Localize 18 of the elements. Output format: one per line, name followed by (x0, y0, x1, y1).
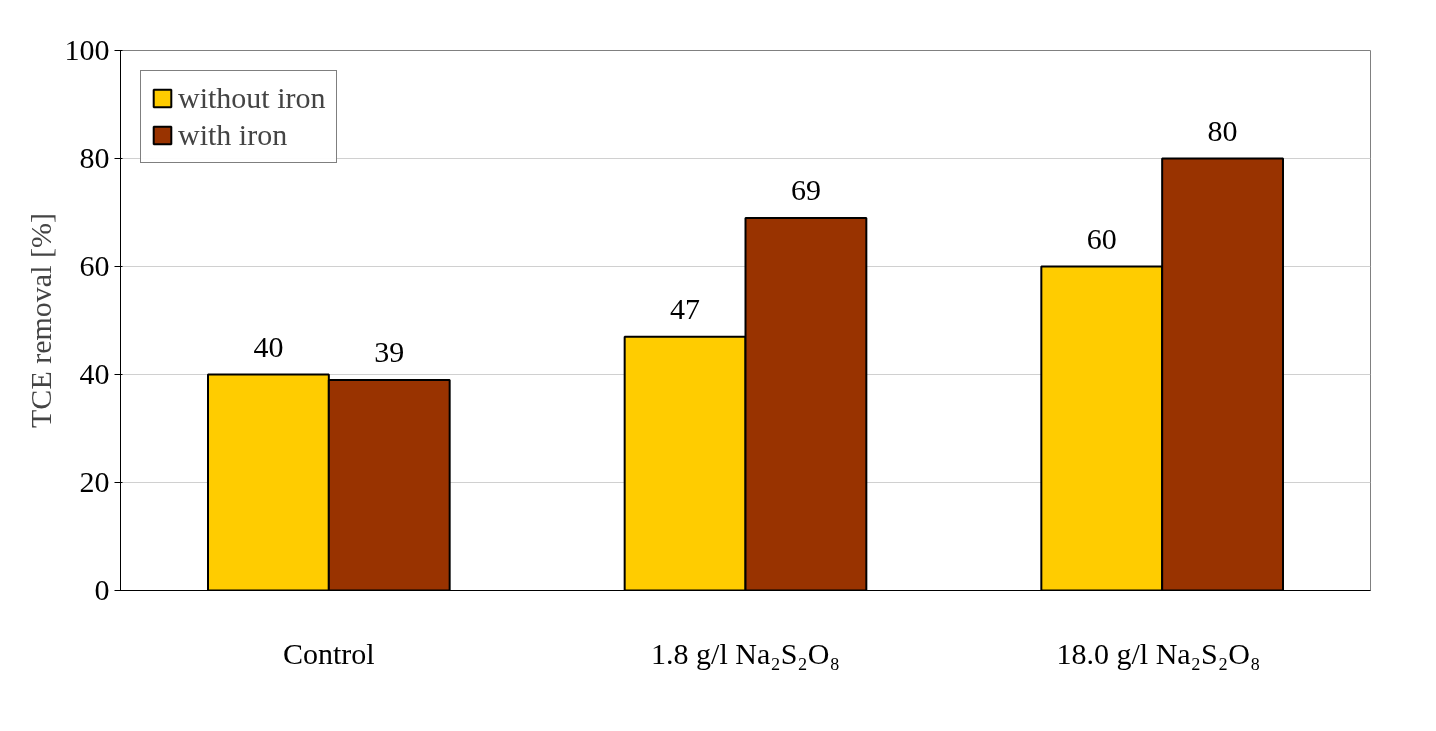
x-tick-label: 1.8 g/l Na₂S₂O₈ (651, 636, 840, 670)
data-label: 69 (790, 172, 821, 206)
data-label: 40 (253, 329, 284, 363)
y-tick-label: 20 (79, 465, 110, 498)
data-label: 80 (1207, 113, 1238, 147)
y-axis-title: TCE removal [%] (23, 213, 57, 428)
y-tick-label: 60 (79, 249, 110, 282)
data-label: 39 (374, 334, 405, 368)
x-tick-label: 18.0 g/l Na₂S₂O₈ (1056, 636, 1261, 670)
x-tick-label: Control (283, 636, 375, 670)
legend-label: without iron (178, 81, 326, 115)
data-label: 47 (670, 291, 701, 325)
y-tick-label: 80 (79, 141, 110, 174)
y-tick-label: 40 (79, 357, 110, 390)
y-tick-label: 0 (94, 573, 110, 606)
legend-label: with iron (178, 118, 288, 152)
y-tick-label: 100 (64, 33, 110, 66)
data-label: 60 (1086, 221, 1117, 255)
